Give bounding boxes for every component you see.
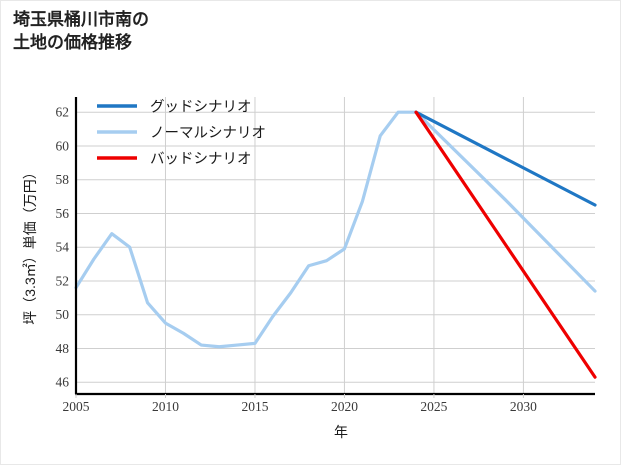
y-tick-label: 48 [56, 341, 70, 356]
y-tick-label: 58 [56, 172, 70, 187]
series-line [74, 110, 597, 349]
x-tick-label: 2020 [331, 399, 358, 414]
y-tick-label: 60 [56, 138, 70, 153]
y-tick-label: 46 [56, 375, 70, 390]
x-tick-label: 2010 [152, 399, 179, 414]
series-line [414, 110, 597, 379]
x-axis-tick-labels: 2005 2010 2015 2020 2025 2030 [63, 394, 537, 414]
x-tick-label: 2005 [63, 399, 90, 414]
legend-label[interactable]: グッドシナリオ [150, 99, 252, 116]
legend-label[interactable]: ノーマルシナリオ [150, 126, 266, 142]
x-tick-label: 2030 [510, 399, 537, 414]
x-tick-label: 2015 [241, 399, 268, 414]
y-tick-label: 54 [56, 240, 70, 255]
x-tick-label: 2025 [420, 399, 447, 414]
page-title: 埼玉県桶川市南の 土地の価格推移 [13, 10, 149, 52]
series-line [414, 110, 597, 207]
x-axis-title: 年 [334, 424, 348, 440]
gridlines [75, 97, 595, 394]
y-tick-label: 52 [56, 273, 70, 288]
series-group [74, 110, 597, 379]
y-axis-tick-labels: 46 48 50 52 54 56 58 60 62 [56, 105, 70, 390]
y-tick-label: 56 [56, 206, 70, 221]
legend-label[interactable]: バッドシナリオ [150, 152, 252, 168]
y-tick-label: 62 [56, 105, 70, 120]
y-axis-title: 坪（3.3㎡）単価（万円） [22, 165, 38, 324]
y-tick-label: 50 [56, 307, 70, 322]
